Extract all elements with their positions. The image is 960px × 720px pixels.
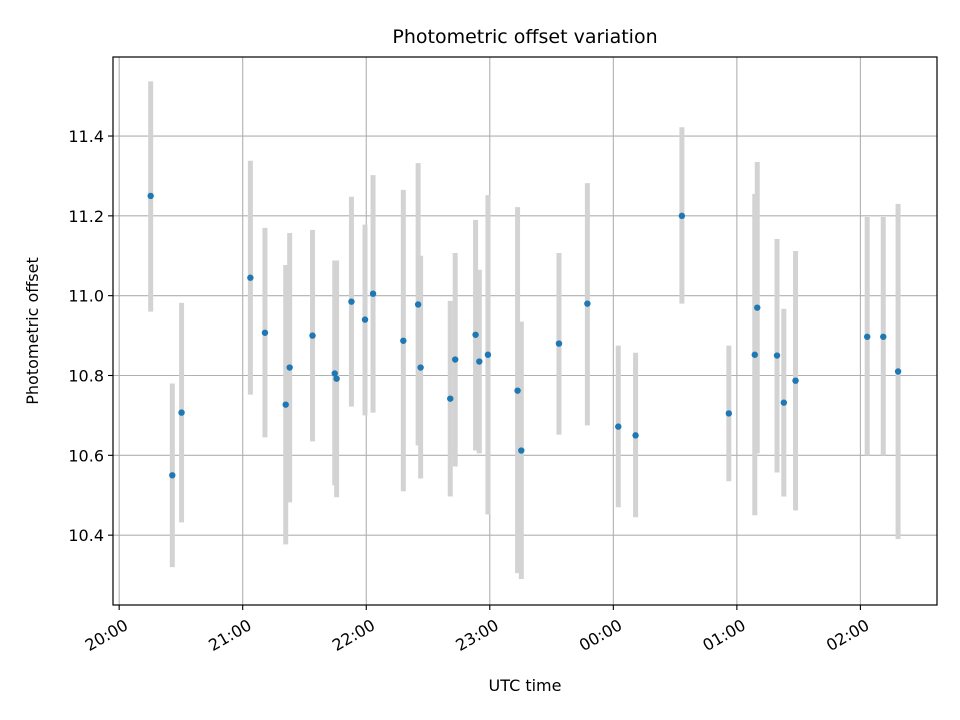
data-point	[333, 375, 340, 382]
data-point	[447, 395, 454, 402]
data-point	[632, 432, 639, 439]
data-point	[472, 331, 479, 338]
data-point	[331, 370, 338, 377]
y-tick-label: 11.0	[68, 287, 104, 306]
data-point	[452, 356, 459, 363]
y-axis-ticks: 10.4 10.6 10.8 11.0 11.2 11.4	[68, 127, 113, 545]
data-point	[414, 301, 422, 308]
data-point	[178, 409, 185, 416]
data-point	[615, 423, 622, 430]
data-point	[780, 399, 788, 406]
y-tick-label: 10.4	[68, 526, 104, 545]
data-point	[751, 351, 758, 358]
data-point	[880, 333, 887, 340]
data-point	[754, 304, 761, 311]
data-point	[476, 358, 483, 365]
chart-title: Photometric offset variation	[392, 26, 657, 48]
data-point	[147, 192, 154, 200]
plot-frame	[112, 56, 938, 606]
data-point	[518, 447, 525, 454]
data-point	[484, 351, 492, 358]
data-point	[261, 329, 269, 336]
data-point	[678, 212, 686, 220]
data-point	[169, 472, 176, 479]
data-point	[773, 352, 781, 359]
data-point	[282, 401, 289, 408]
y-tick-label: 11.4	[68, 127, 104, 146]
data-point	[247, 274, 254, 281]
data-point	[417, 364, 424, 371]
y-axis-label: Photometric offset	[23, 257, 42, 405]
data-point	[792, 377, 799, 384]
y-tick-label: 11.2	[68, 207, 104, 226]
data-point	[348, 298, 355, 305]
x-axis-label: UTC time	[489, 676, 562, 695]
data-point	[286, 364, 293, 371]
y-tick-label: 10.8	[68, 367, 104, 386]
data-point	[400, 337, 407, 344]
data-point	[309, 332, 316, 339]
data-point	[514, 387, 521, 394]
data-point	[864, 333, 871, 340]
data-point	[894, 368, 902, 375]
y-tick-label: 10.6	[68, 446, 104, 465]
data-point	[584, 300, 591, 307]
data-point	[361, 316, 369, 323]
data-point	[369, 290, 377, 297]
data-point	[555, 340, 563, 347]
data-points	[147, 192, 902, 479]
data-point	[725, 410, 733, 417]
